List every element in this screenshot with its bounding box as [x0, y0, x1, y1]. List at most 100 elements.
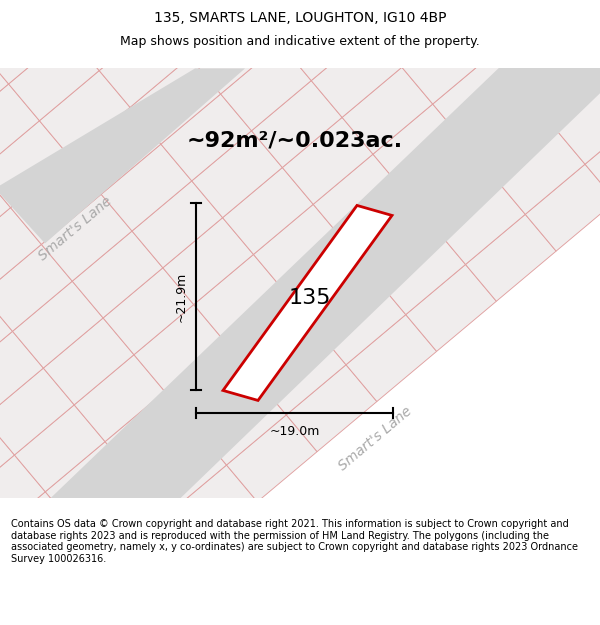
- Polygon shape: [196, 378, 286, 465]
- Polygon shape: [218, 0, 309, 7]
- Polygon shape: [134, 304, 224, 391]
- Polygon shape: [0, 579, 47, 625]
- Polygon shape: [41, 194, 132, 281]
- Polygon shape: [221, 44, 311, 131]
- Polygon shape: [371, 0, 461, 68]
- Polygon shape: [286, 365, 377, 452]
- Polygon shape: [0, 47, 8, 134]
- Polygon shape: [404, 141, 494, 228]
- Polygon shape: [251, 81, 342, 168]
- Polygon shape: [72, 231, 163, 318]
- Polygon shape: [280, 0, 371, 81]
- Polygon shape: [0, 0, 68, 84]
- Polygon shape: [0, 294, 13, 381]
- Polygon shape: [74, 355, 165, 442]
- Polygon shape: [283, 118, 373, 204]
- Polygon shape: [315, 278, 406, 365]
- Polygon shape: [99, 21, 190, 107]
- Polygon shape: [227, 415, 317, 502]
- Text: Smart's Lane: Smart's Lane: [335, 404, 415, 473]
- Polygon shape: [585, 114, 600, 201]
- Polygon shape: [130, 58, 221, 144]
- Text: Map shows position and indicative extent of the property.: Map shows position and indicative extent…: [120, 35, 480, 48]
- Polygon shape: [461, 0, 552, 54]
- Polygon shape: [342, 68, 433, 154]
- Polygon shape: [105, 391, 196, 478]
- Polygon shape: [552, 0, 600, 41]
- Polygon shape: [70, 107, 161, 194]
- Polygon shape: [37, 0, 128, 34]
- Polygon shape: [223, 168, 313, 254]
- Polygon shape: [11, 158, 101, 244]
- Polygon shape: [433, 54, 523, 141]
- Polygon shape: [464, 91, 554, 178]
- Polygon shape: [0, 368, 74, 455]
- Polygon shape: [313, 154, 404, 241]
- Polygon shape: [107, 515, 197, 602]
- Polygon shape: [375, 228, 466, 314]
- Polygon shape: [434, 177, 525, 264]
- Text: ~19.0m: ~19.0m: [269, 426, 320, 439]
- Polygon shape: [431, 0, 521, 17]
- Polygon shape: [101, 144, 192, 231]
- Polygon shape: [224, 291, 315, 378]
- Text: Smart's Lane: Smart's Lane: [35, 194, 115, 263]
- Polygon shape: [0, 0, 7, 11]
- Polygon shape: [132, 181, 223, 268]
- Polygon shape: [167, 465, 257, 552]
- Polygon shape: [163, 217, 253, 304]
- Polygon shape: [250, 0, 340, 44]
- Text: 135: 135: [289, 289, 331, 308]
- Polygon shape: [311, 31, 402, 118]
- Polygon shape: [525, 164, 600, 251]
- Polygon shape: [0, 208, 41, 294]
- Polygon shape: [494, 127, 585, 214]
- Polygon shape: [0, 0, 37, 47]
- Polygon shape: [0, 455, 46, 542]
- Polygon shape: [76, 478, 167, 565]
- Polygon shape: [136, 428, 227, 515]
- Polygon shape: [346, 314, 437, 401]
- Polygon shape: [223, 206, 392, 401]
- Polygon shape: [554, 78, 600, 164]
- Polygon shape: [159, 0, 250, 58]
- Polygon shape: [194, 254, 284, 341]
- Polygon shape: [373, 104, 464, 191]
- Polygon shape: [0, 84, 40, 171]
- Polygon shape: [493, 4, 583, 91]
- Polygon shape: [0, 616, 78, 625]
- Polygon shape: [256, 328, 346, 415]
- Polygon shape: [521, 0, 600, 4]
- Polygon shape: [161, 94, 251, 181]
- Polygon shape: [16, 529, 107, 616]
- Polygon shape: [8, 34, 99, 121]
- Polygon shape: [46, 442, 136, 529]
- Polygon shape: [43, 318, 134, 405]
- Polygon shape: [47, 565, 138, 625]
- Polygon shape: [45, 28, 600, 503]
- Text: ~92m²/~0.023ac.: ~92m²/~0.023ac.: [187, 131, 403, 151]
- Polygon shape: [0, 418, 14, 505]
- Polygon shape: [0, 68, 245, 243]
- Polygon shape: [0, 244, 72, 331]
- Polygon shape: [0, 492, 76, 579]
- Text: 135, SMARTS LANE, LOUGHTON, IG10 4BP: 135, SMARTS LANE, LOUGHTON, IG10 4BP: [154, 11, 446, 25]
- Polygon shape: [192, 131, 283, 218]
- Polygon shape: [583, 0, 600, 78]
- Polygon shape: [406, 264, 496, 351]
- Polygon shape: [253, 204, 344, 291]
- Polygon shape: [14, 405, 105, 492]
- Text: ~21.9m: ~21.9m: [175, 272, 188, 322]
- Polygon shape: [402, 17, 493, 104]
- Text: Contains OS data © Crown copyright and database right 2021. This information is : Contains OS data © Crown copyright and d…: [11, 519, 578, 564]
- Polygon shape: [0, 121, 70, 208]
- Polygon shape: [68, 0, 159, 71]
- Polygon shape: [340, 0, 431, 31]
- Polygon shape: [344, 191, 434, 278]
- Polygon shape: [0, 331, 43, 418]
- Polygon shape: [103, 268, 194, 355]
- Polygon shape: [128, 0, 218, 21]
- Polygon shape: [165, 341, 256, 428]
- Polygon shape: [284, 241, 375, 328]
- Polygon shape: [0, 542, 16, 625]
